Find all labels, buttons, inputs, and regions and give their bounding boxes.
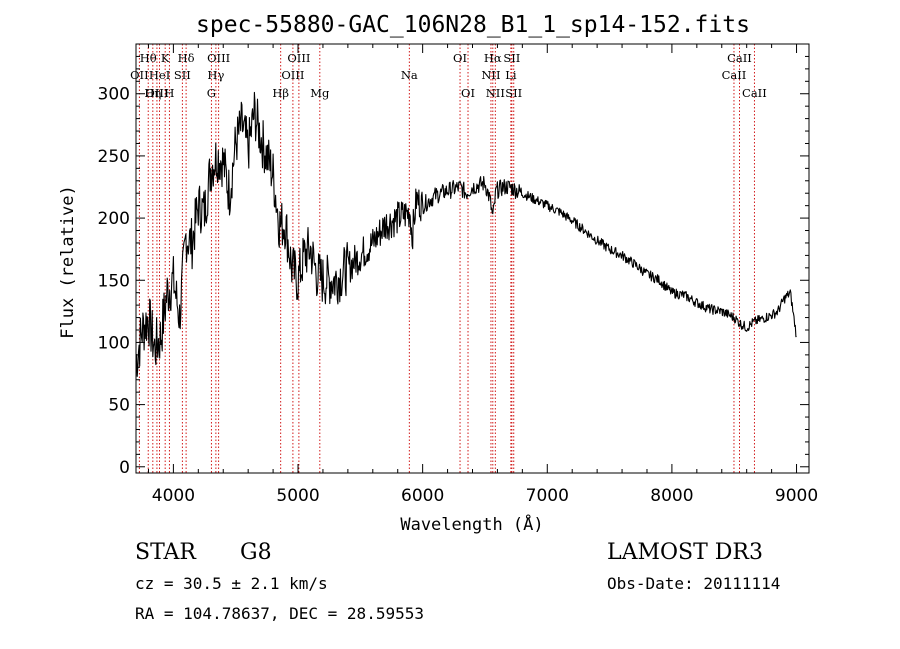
line-marker-label: OIII (287, 51, 310, 65)
x-tick-label: 8000 (650, 486, 693, 506)
y-tick-label: 150 (98, 271, 130, 291)
obs-date: Obs-Date: 20111114 (607, 574, 781, 593)
x-tick-label: 6000 (401, 486, 444, 506)
y-tick-label: 50 (108, 396, 130, 416)
x-tick-label: 7000 (526, 486, 569, 506)
line-marker-label: Hη (144, 86, 161, 100)
line-marker-label: Hβ (272, 86, 289, 100)
line-marker-label: Hγ (207, 68, 224, 82)
line-marker-label: G (207, 86, 216, 100)
x-axis-label: Wavelength (Å) (400, 513, 543, 535)
flux-series-line (135, 91, 797, 377)
y-tick-label: 0 (119, 458, 130, 478)
line-marker-label: Mg (310, 86, 330, 100)
line-marker-label: Hα (484, 51, 502, 65)
x-tick-label: 9000 (775, 486, 818, 506)
line-marker-label: CaII (722, 68, 747, 82)
line-marker-label: HeI (149, 68, 170, 82)
line-marker-label: H (164, 86, 174, 100)
line-markers (138, 44, 755, 473)
y-axis-label: Flux (relative) (58, 185, 78, 339)
line-marker-label: OIII (145, 86, 168, 100)
y-tick-label: 250 (98, 147, 130, 167)
line-marker-label: SII (174, 68, 191, 82)
y-tick-label: 100 (98, 333, 130, 353)
line-marker-label: SII (503, 51, 520, 65)
x-axis: 4000 5000 6000 7000 8000 9000 (147, 44, 818, 506)
y-tick-label: 300 (98, 85, 130, 105)
coordinates: RA = 104.78637, DEC = 28.59553 (135, 604, 424, 623)
line-marker-label: CaII (742, 86, 767, 100)
line-marker-label: OI (461, 86, 475, 100)
object-class: STAR (135, 540, 196, 565)
chart-title: spec-55880-GAC_106N28_B1_1_sp14-152.fits (196, 12, 750, 38)
redshift-info: cz = 30.5 ± 2.1 km/s (135, 574, 328, 593)
line-marker-label: NII (481, 68, 500, 82)
line-marker-label: OIII (281, 68, 304, 82)
x-tick-label: 4000 (152, 486, 195, 506)
line-marker-label: OI (453, 51, 467, 65)
line-marker-label: Li (505, 68, 517, 82)
line-marker-label: SII (505, 86, 522, 100)
y-tick-label: 200 (98, 209, 130, 229)
line-marker-label: OII (130, 68, 149, 82)
object-subclass: G8 (240, 540, 272, 565)
x-tick-label: 5000 (276, 486, 319, 506)
line-marker-label: K (161, 51, 170, 65)
line-marker-label: Na (401, 68, 418, 82)
line-marker-label: OIII (207, 51, 230, 65)
y-axis: 0 50 100 150 200 250 300 (98, 55, 809, 478)
plot-frame (135, 43, 810, 474)
line-marker-label: Hθ (140, 51, 157, 65)
line-marker-label: NII (486, 86, 505, 100)
line-marker-label: Hδ (178, 51, 195, 65)
survey-name: LAMOST DR3 (607, 540, 763, 565)
line-marker-label: CaII (727, 51, 752, 65)
